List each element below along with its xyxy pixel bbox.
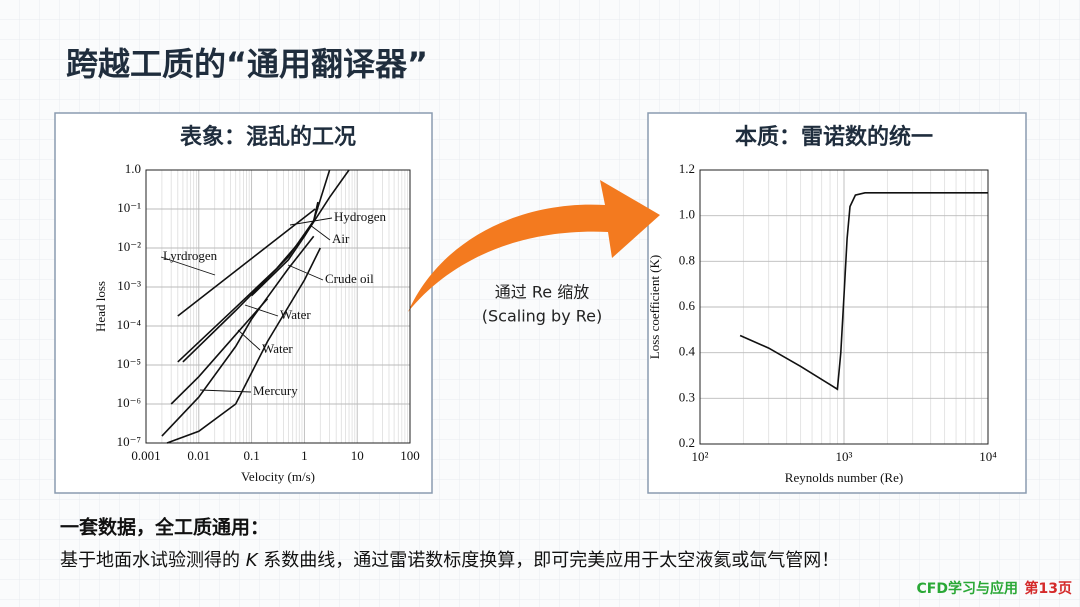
x-tick-label: 10⁴ <box>979 449 997 464</box>
series-label: Water <box>280 307 311 322</box>
arrow-label: 通过 Re 缩放 <box>495 283 589 302</box>
series-line <box>177 169 350 363</box>
x-tick-label: 10 <box>351 448 364 463</box>
footer-page: 第13页 <box>1025 580 1072 597</box>
y-axis-label: Loss coefficient (K) <box>647 255 662 359</box>
x-axis-label: Reynolds number (Re) <box>785 470 903 485</box>
series-label: Air <box>332 231 350 246</box>
x-tick-label: 100 <box>400 448 420 463</box>
x-tick-label: 0.001 <box>131 448 160 463</box>
y-tick-label: 1.0 <box>125 161 141 176</box>
series-label: Crude oil <box>325 271 374 286</box>
text: 系数曲线，通过雷诺数标度换算，即可完美应用于太空液氦或氙气管网！ <box>258 550 840 571</box>
leader-line <box>309 224 331 241</box>
summary-heading: 一套数据，全工质通用： <box>60 516 269 539</box>
footer-source: CFD学习与应用 <box>917 580 1018 597</box>
leader-line <box>287 264 324 281</box>
series-label: Water <box>262 341 293 356</box>
x-axis-label: Velocity (m/s) <box>241 469 315 484</box>
y-tick-label: 10⁻⁶ <box>117 395 141 410</box>
leader-line <box>199 389 252 393</box>
arrow-label: (Scaling by Re) <box>482 307 602 326</box>
x-tick-label: 0.01 <box>187 448 210 463</box>
symbol: K <box>246 550 259 571</box>
slide-title: 跨越工质的“通用翻译器” <box>66 45 428 83</box>
x-tick-label: 0.1 <box>243 448 259 463</box>
x-tick-label: 1 <box>301 448 308 463</box>
y-tick-label: 1.2 <box>679 161 695 176</box>
y-tick-label: 10⁻⁷ <box>117 434 141 449</box>
series-label: Hydrogen <box>334 209 386 224</box>
y-tick-label: 10⁻³ <box>117 278 141 293</box>
series-line <box>177 208 316 317</box>
x-tick-label: 10³ <box>836 449 853 464</box>
y-tick-label: 0.6 <box>679 298 696 313</box>
series-label: Lyrdrogen <box>163 248 218 263</box>
y-tick-label: 10⁻⁵ <box>117 356 141 371</box>
leader-line <box>160 256 216 276</box>
series-line <box>170 298 269 405</box>
arrow <box>408 180 660 312</box>
summary-body: 基于地面水试验测得的 K 系数曲线，通过雷诺数标度换算，即可完美应用于太空液氦或… <box>60 550 839 571</box>
plot-frame <box>699 169 989 445</box>
y-tick-label: 0.2 <box>679 435 695 450</box>
y-tick-label: 0.8 <box>679 252 695 267</box>
plot-frame <box>145 169 411 444</box>
x-tick-label: 10² <box>692 449 709 464</box>
chart-title: 本质：雷诺数的统一 <box>735 124 933 150</box>
leader-line <box>244 304 279 317</box>
series-line <box>182 169 331 363</box>
y-tick-label: 0.3 <box>679 389 695 404</box>
series-line <box>166 247 322 444</box>
y-tick-label: 0.4 <box>679 344 696 359</box>
series-line <box>739 192 988 391</box>
y-tick-label: 10⁻² <box>117 239 141 254</box>
chart-title: 表象：混乱的工况 <box>180 124 356 150</box>
leader-line <box>237 329 261 351</box>
y-tick-label: 10⁻¹ <box>117 200 141 215</box>
y-tick-label: 10⁻⁴ <box>117 317 142 332</box>
series-label: Mercury <box>253 383 298 398</box>
series-line <box>161 235 315 437</box>
y-axis-label: Head loss <box>93 281 108 332</box>
text: 基于地面水试验测得的 <box>60 550 246 571</box>
y-tick-label: 1.0 <box>679 207 695 222</box>
right-panel <box>647 112 1027 494</box>
